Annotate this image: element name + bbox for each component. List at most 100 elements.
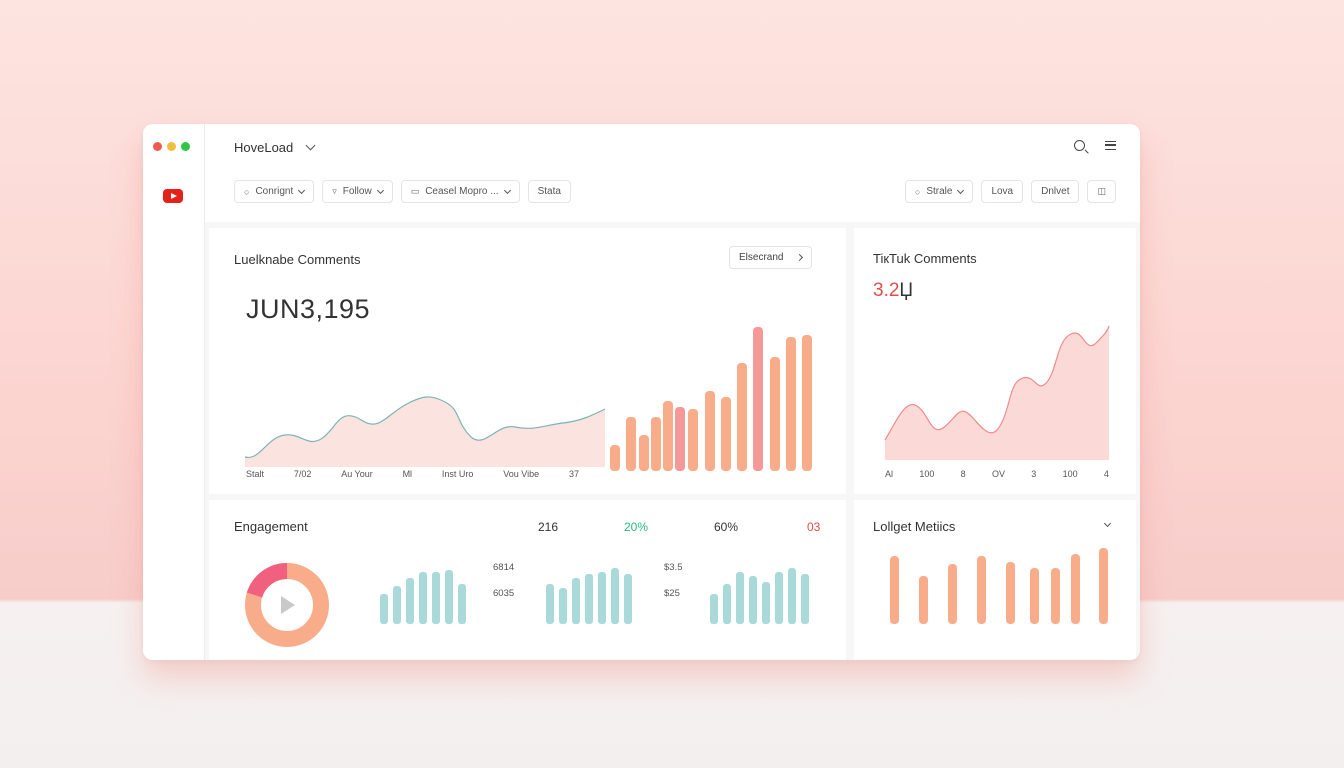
expand-button[interactable]: Elsecrand: [729, 246, 813, 269]
mini-label: 6035: [493, 588, 515, 599]
sidebar: [143, 124, 205, 660]
x-tick-label: Stalt: [246, 469, 265, 479]
filter-conrignt[interactable]: ○ Conrignt: [234, 180, 315, 203]
minimize-window-button[interactable]: [167, 142, 176, 151]
expand-button-label: Elsecrand: [739, 252, 784, 263]
pin-icon: ○: [244, 186, 250, 197]
filter-label: Lova: [991, 186, 1014, 197]
filter-label: Dnlvet: [1041, 186, 1070, 197]
mini-bar: [749, 576, 757, 624]
chevron-down-icon[interactable]: [1103, 519, 1112, 528]
metric-bar: [1006, 562, 1015, 624]
mini-bar: [611, 568, 619, 624]
x-tick-label: Al: [885, 469, 894, 479]
close-window-button[interactable]: [153, 142, 162, 151]
mini-bar: [598, 572, 606, 624]
x-axis-labels: Stalt 7/02 Au Your Ml Inst Uro Vou Vibe …: [246, 469, 579, 479]
chart-bar: [802, 335, 812, 471]
x-tick-label: Vou Vibe: [503, 469, 540, 479]
metric-bar: [1030, 568, 1039, 624]
mini-bar: [458, 584, 466, 624]
chart-bar: [737, 363, 747, 471]
x-tick-label: Inst Uro: [441, 469, 474, 479]
filter-stata[interactable]: Stata: [527, 180, 571, 203]
filter-strale[interactable]: ○ Strale: [904, 180, 974, 203]
mini-bar: [710, 594, 718, 624]
mini-bar: [419, 572, 427, 624]
filter-label: Stata: [537, 186, 561, 197]
comments-total: JUN3,195: [246, 294, 371, 324]
engagement-donut: [245, 563, 329, 647]
mini-label: $3.5: [664, 562, 683, 573]
x-tick-label: 100: [919, 469, 935, 479]
metric-bar: [919, 576, 928, 624]
tiktok-comments-total: 3.2Џ: [873, 280, 913, 302]
tiktok-value-suffix: Џ: [899, 280, 914, 301]
engagement-bars-3: [710, 568, 809, 624]
window-controls: [153, 142, 190, 151]
mini-bar: [775, 572, 783, 624]
metric-value: 60%: [714, 520, 739, 534]
chart-line: [244, 396, 606, 458]
mini-bar: [572, 578, 580, 624]
filter-dnlvet[interactable]: Dnlvet: [1031, 180, 1080, 203]
filter-label: Conrignt: [255, 186, 294, 197]
tiktok-comments-chart: [884, 325, 1110, 460]
youtube-icon[interactable]: [163, 189, 183, 203]
chart-bar: [770, 357, 780, 471]
metric-bar: [977, 556, 986, 624]
x-tick-label: 37: [568, 469, 579, 479]
filter-label: Follow: [342, 186, 372, 197]
tiktok-value-main: 3.2: [873, 280, 900, 301]
mini-bar: [445, 570, 453, 624]
card-title: Luelknabe Comments: [234, 252, 361, 267]
engagement-card: Engagement 216 20% 60% 03 6814 6035 $3.5…: [209, 500, 846, 660]
chevron-down-icon: [298, 186, 306, 194]
mini-bar: [380, 594, 388, 624]
filter-bar-right: ○ Strale Lova Dnlvet ◫: [904, 180, 1116, 203]
mini-label: $25: [664, 588, 680, 599]
filter-ceasel[interactable]: ▭ Ceasel Mopro ...: [400, 180, 520, 203]
chart-line: [884, 325, 1110, 441]
maximize-window-button[interactable]: [181, 142, 190, 151]
menu-icon[interactable]: [1105, 141, 1116, 150]
folder-icon: ▭: [410, 186, 420, 196]
filter-bar-left: ○ Conrignt ▿ Follow ▭ Ceasel Mopro ... S…: [234, 180, 571, 203]
mini-bar: [559, 588, 567, 624]
card-title: TiкTuk Comments: [873, 251, 977, 266]
mini-bar: [762, 582, 770, 624]
app-title-dropdown[interactable]: HoveLoad: [234, 140, 316, 155]
metric-bar: [948, 564, 957, 624]
x-tick-label: OV: [991, 469, 1005, 479]
top-bar: HoveLoad ○ Conrignt ▿ Follow ▭ Ceasel Mo…: [205, 124, 1140, 222]
top-icons: [1074, 140, 1116, 151]
app-title: HoveLoad: [234, 140, 294, 155]
youtube-comments-card: Luelknabe Comments Elsecrand JUN3,195 St: [209, 228, 846, 494]
mini-bar: [788, 568, 796, 624]
x-tick-label: 8: [960, 469, 966, 479]
filter-follow[interactable]: ▿ Follow: [322, 180, 393, 203]
chart-bar: [753, 327, 763, 471]
x-tick-label: Ml: [402, 469, 413, 479]
chart-bar: [688, 409, 698, 471]
mini-label: 6814: [493, 562, 515, 573]
filter-icon: ▿: [332, 186, 337, 196]
chart-area: [885, 326, 1109, 460]
chevron-down-icon: [305, 140, 316, 151]
dashboard-window: HoveLoad ○ Conrignt ▿ Follow ▭ Ceasel Mo…: [143, 124, 1140, 660]
engagement-bars-1: [380, 570, 466, 624]
chart-bar: [675, 407, 685, 471]
engagement-bars-2: [546, 568, 632, 624]
metric-bar: [1071, 554, 1080, 624]
search-icon[interactable]: [1074, 140, 1085, 151]
columns-button[interactable]: ◫: [1087, 180, 1116, 203]
chart-bar: [705, 391, 715, 471]
x-tick-label: Au Your: [341, 469, 373, 479]
metric-value: 20%: [624, 520, 649, 534]
metrics-bars: [890, 548, 1108, 624]
chart-bar: [610, 445, 620, 471]
filter-lova[interactable]: Lova: [981, 180, 1024, 203]
card-title: Engagement: [234, 519, 308, 534]
chevron-down-icon: [376, 186, 384, 194]
chart-bar: [639, 435, 649, 471]
